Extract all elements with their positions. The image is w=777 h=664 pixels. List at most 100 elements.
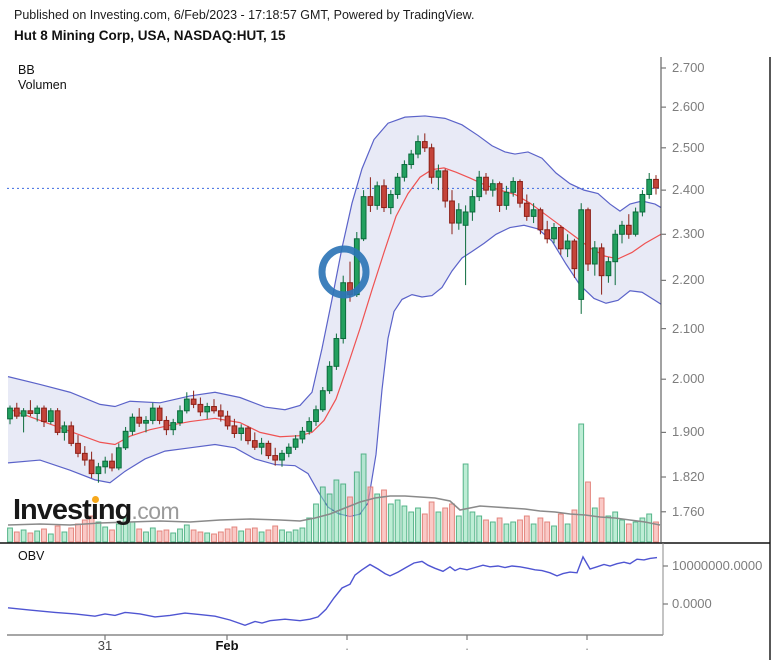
logo-text-post: ng (97, 494, 132, 526)
volume-bar (353, 471, 360, 543)
volume-bar (435, 511, 442, 543)
volume-bar (387, 503, 394, 543)
volume-bar (149, 527, 156, 543)
price-tick-label: 2.200 (672, 272, 705, 288)
candle-body (469, 196, 476, 213)
volume-bar (299, 527, 306, 543)
bollinger-upper-band (7, 115, 662, 411)
volume-bar (408, 511, 415, 543)
price-tick-label: 2.500 (672, 139, 705, 155)
candle-body (591, 247, 598, 265)
volume-bar (646, 513, 653, 543)
date-tick-label: 31 (97, 638, 113, 653)
volume-bar (612, 511, 619, 543)
candle-body (646, 178, 653, 195)
bollinger-band-fill (8, 115, 661, 517)
candle-body (204, 406, 211, 413)
investing-logo: Investı ng.com (13, 494, 180, 527)
volume-bar (367, 486, 374, 543)
volume-bar (136, 528, 143, 543)
volume-bar (455, 515, 462, 543)
price-tick-label: 2.600 (672, 99, 705, 115)
candle-body (163, 419, 170, 431)
volume-bar (115, 523, 122, 543)
logo-orange-dot-icon (91, 496, 99, 503)
candle-body (95, 466, 102, 475)
candle-body (551, 227, 557, 240)
candle-body (340, 282, 347, 340)
volume-bar (503, 523, 510, 543)
candle-body (122, 430, 129, 449)
candle-body (381, 185, 387, 209)
volume-bar (238, 530, 245, 543)
volume-bar (258, 531, 265, 543)
candle-body (245, 427, 251, 442)
volume-bar (476, 515, 483, 543)
candle-body (47, 410, 54, 423)
candle-body (517, 181, 523, 204)
volume-bar (231, 526, 238, 543)
annotation-circle (318, 245, 370, 299)
volume-bar (61, 531, 68, 543)
volume-bar (578, 423, 585, 543)
volume-bar (197, 531, 204, 543)
candle-body (61, 425, 68, 433)
volume-bar (605, 515, 612, 543)
candle-body (585, 209, 591, 265)
volume-bar (313, 503, 319, 543)
price-tick-label: 2.000 (672, 371, 705, 387)
candle-body (333, 338, 340, 367)
volume-bar (285, 531, 292, 543)
candle-body (408, 153, 415, 166)
candle-body (442, 170, 449, 202)
volume-bar (415, 507, 421, 543)
candle-body (34, 407, 41, 414)
candle-body (489, 183, 496, 191)
volume-bar (469, 511, 476, 543)
obv-tick-label: 0.0000 (672, 596, 712, 611)
candle-body (435, 170, 442, 178)
volume-bar (95, 521, 102, 543)
candle-body (197, 403, 204, 413)
volume-bar (374, 493, 381, 543)
volume-bar (483, 519, 489, 543)
volume-bar (319, 486, 326, 543)
logo-text-pre: Invest (13, 494, 92, 526)
candle-body (177, 410, 183, 424)
indicator-label-obv: OBV (18, 549, 45, 563)
volume-bar (619, 519, 625, 543)
volume-bar (279, 529, 285, 543)
candle-body (265, 442, 272, 457)
candle-body (537, 209, 544, 231)
candle-body (285, 446, 292, 454)
price-tick-label: 1.760 (672, 503, 705, 519)
bollinger-lower-band (7, 224, 662, 518)
candle-body (27, 410, 34, 414)
volume-bar (27, 532, 34, 543)
candle-body (564, 240, 571, 250)
candle-body (88, 459, 95, 475)
price-tick-label: 2.300 (672, 226, 705, 242)
volume-bar (204, 532, 211, 543)
volume-bar (530, 523, 537, 543)
volume-bar (170, 532, 177, 543)
logo-text-com: .com (131, 498, 180, 524)
volume-bar (442, 507, 449, 543)
candle-body (394, 176, 401, 195)
volume-bar (292, 529, 299, 543)
candle-body (156, 407, 163, 421)
volume-bar (428, 501, 435, 543)
volume-bar (47, 533, 54, 543)
candle-body (170, 422, 177, 431)
candle-body (374, 185, 381, 206)
volume-bar (449, 503, 455, 543)
candle-body (496, 183, 503, 206)
volume-bar (34, 530, 41, 543)
candle-body (251, 440, 258, 448)
volume-bar (265, 529, 272, 543)
candle-body (544, 229, 551, 240)
volume-bar (211, 533, 217, 543)
volume-bar (102, 526, 109, 543)
volume-bar (68, 527, 75, 543)
